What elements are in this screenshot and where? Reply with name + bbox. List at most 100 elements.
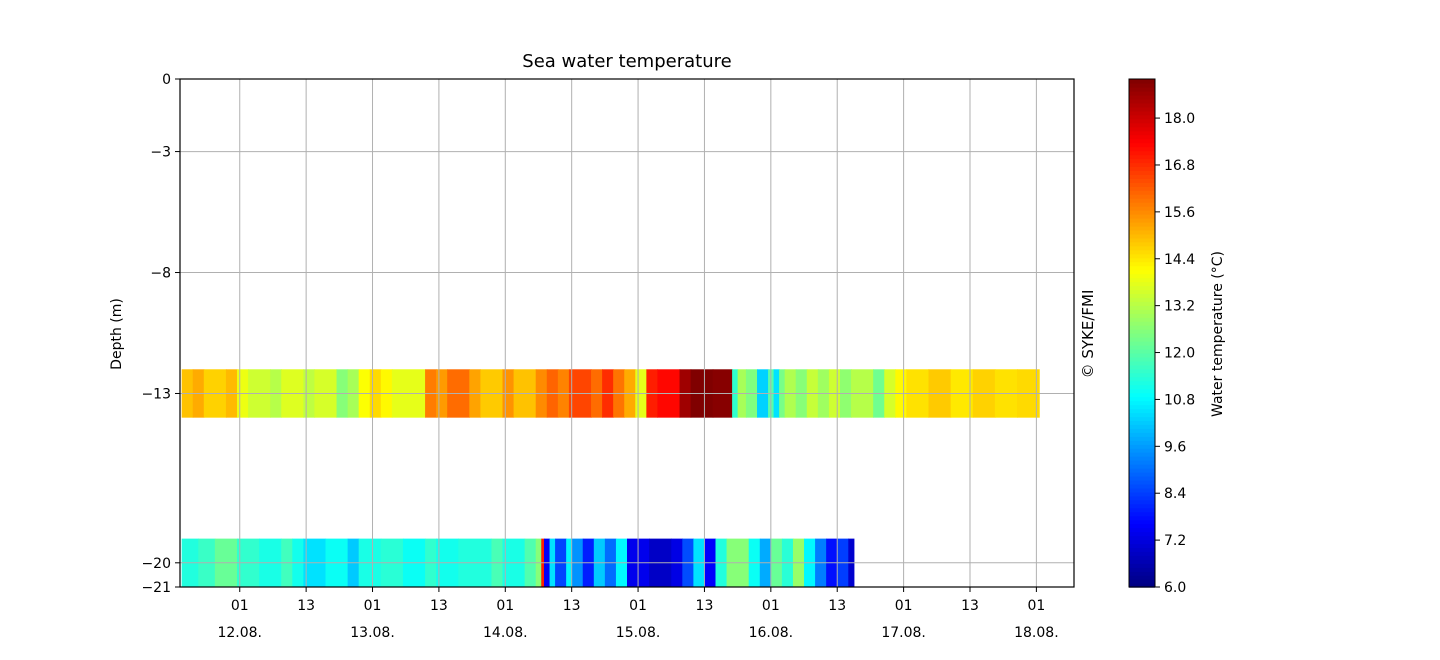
colorbar-segment <box>1129 130 1155 136</box>
colorbar-segment <box>1129 467 1155 473</box>
colorbar-segment <box>1129 202 1155 207</box>
colorbar-segment <box>1129 221 1155 227</box>
x-tick-label-hour: 01 <box>496 598 514 614</box>
colorbar-segment <box>1129 217 1155 223</box>
colorbar-segment <box>1129 539 1155 545</box>
colorbar-segment <box>1129 297 1155 302</box>
colorbar-segment <box>1129 166 1155 171</box>
colorbar-segment <box>1129 150 1155 156</box>
colorbar-segment <box>1129 491 1155 497</box>
colorbar-segment <box>1129 126 1155 132</box>
colorbar-tick-label: 13.2 <box>1164 299 1195 315</box>
colorbar-segment <box>1129 190 1155 195</box>
x-tick-label-date: 17.08. <box>881 625 926 641</box>
colorbar-segment <box>1129 293 1155 298</box>
colorbar-segment <box>1129 154 1155 160</box>
colorbar-segment <box>1129 579 1155 584</box>
colorbar-segment <box>1129 146 1155 152</box>
x-tick-label-hour: 13 <box>696 598 714 614</box>
colorbar-segment <box>1129 547 1155 552</box>
y-tick-label: −21 <box>141 580 171 596</box>
colorbar-segment <box>1129 440 1155 445</box>
colorbar-segment <box>1129 106 1155 112</box>
x-tick-label-date: 16.08. <box>749 625 794 641</box>
colorbar-segment <box>1129 90 1155 96</box>
colorbar-segment <box>1129 523 1155 529</box>
colorbar-segment <box>1129 475 1155 481</box>
colorbar-segment <box>1129 321 1155 326</box>
y-tick-label: −3 <box>150 145 171 161</box>
colorbar-segment <box>1129 301 1155 306</box>
x-tick-label-date: 14.08. <box>483 625 528 641</box>
x-tick-label-date: 15.08. <box>616 625 661 641</box>
colorbar-segment <box>1129 563 1155 568</box>
colorbar-segment <box>1129 416 1155 422</box>
colorbar-segment <box>1129 515 1155 521</box>
colorbar-segment <box>1129 487 1155 493</box>
colorbar-segment <box>1129 424 1155 429</box>
colorbar-segment <box>1129 257 1155 263</box>
colorbar-segment <box>1129 170 1155 175</box>
colorbar-segment <box>1129 396 1155 402</box>
colorbar-segment <box>1129 448 1155 453</box>
colorbar-segment <box>1129 495 1155 501</box>
colorbar-segment <box>1129 551 1155 556</box>
colorbar-segment <box>1129 452 1155 457</box>
x-tick-label-hour: 01 <box>231 598 249 614</box>
colorbar-segment <box>1129 138 1155 144</box>
colorbar-segment <box>1129 392 1155 398</box>
colorbar-segment <box>1129 313 1155 318</box>
colorbar-segment <box>1129 388 1155 394</box>
colorbar-segment <box>1129 289 1155 295</box>
colorbar-segment <box>1129 575 1155 580</box>
colorbar-segment <box>1129 281 1155 287</box>
x-tick-label-hour: 13 <box>961 598 979 614</box>
colorbar-segment <box>1129 503 1155 509</box>
colorbar-tick-label: 18.0 <box>1164 111 1195 127</box>
colorbar-segment <box>1129 499 1155 505</box>
colorbar-segment <box>1129 559 1155 564</box>
colorbar-segment <box>1129 352 1155 358</box>
colorbar-segment <box>1129 142 1155 148</box>
colorbar-segment <box>1129 249 1155 255</box>
x-tick-label-hour: 13 <box>430 598 448 614</box>
colorbar-segment <box>1129 134 1155 140</box>
colorbar-segment <box>1129 225 1155 231</box>
colorbar-segment <box>1129 122 1155 128</box>
x-tick-label-hour: 13 <box>563 598 581 614</box>
colorbar-segment <box>1129 110 1155 116</box>
colorbar-segment <box>1129 404 1155 410</box>
chart-title: Sea water temperature <box>522 51 732 72</box>
colorbar-tick-label: 15.6 <box>1164 205 1195 221</box>
x-tick-label-hour: 01 <box>895 598 913 614</box>
colorbar-segment <box>1129 428 1155 433</box>
y-tick-label: −13 <box>141 386 171 402</box>
colorbar-segment <box>1129 360 1155 366</box>
colorbar-segment <box>1129 245 1155 251</box>
x-tick-label-date: 12.08. <box>217 625 262 641</box>
colorbar-segment <box>1129 479 1155 485</box>
colorbar-segment <box>1129 229 1155 235</box>
x-tick-label-date: 13.08. <box>350 625 395 641</box>
y-tick-label: −8 <box>150 266 171 282</box>
colorbar-tick-label: 14.4 <box>1164 252 1195 268</box>
colorbar-segment <box>1129 408 1155 414</box>
colorbar-segment <box>1129 460 1155 465</box>
colorbar-segment <box>1129 436 1155 441</box>
colorbar-tick-label: 7.2 <box>1164 533 1186 549</box>
colorbar-segment <box>1129 356 1155 362</box>
y-tick-label: −20 <box>141 556 171 572</box>
colorbar-tick-label: 8.4 <box>1164 486 1186 502</box>
colorbar-segment <box>1129 456 1155 461</box>
colorbar-segment <box>1129 158 1155 164</box>
colorbar-segment <box>1129 261 1155 267</box>
colorbar-segment <box>1129 305 1155 310</box>
colorbar-segment <box>1129 543 1155 549</box>
colorbar-segment <box>1129 253 1155 259</box>
colorbar-segment <box>1129 79 1155 84</box>
colorbar-segment <box>1129 329 1155 334</box>
x-tick-label-hour: 01 <box>762 598 780 614</box>
colorbar-segment <box>1129 178 1155 183</box>
colorbar-segment <box>1129 82 1155 88</box>
colorbar-segment <box>1129 186 1155 191</box>
